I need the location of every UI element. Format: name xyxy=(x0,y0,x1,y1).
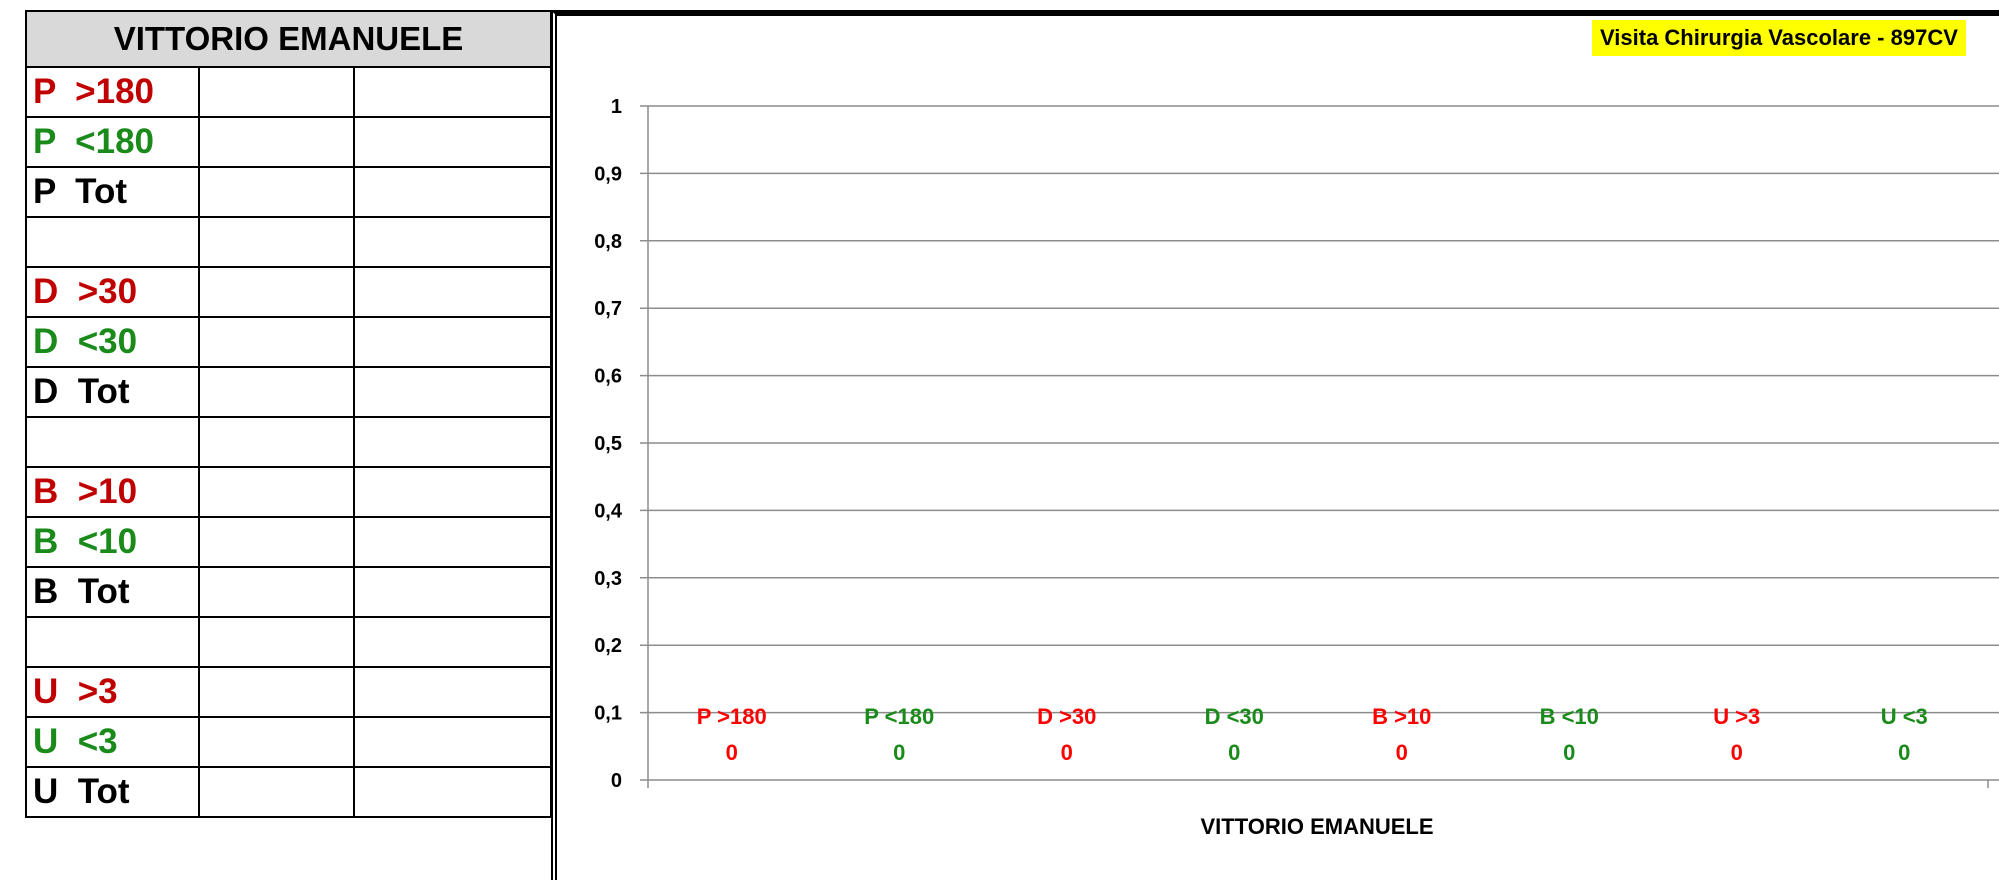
y-tick-label: 0 xyxy=(611,770,622,792)
chart-subtitle-badge: Visita Chirurgia Vascolare - 897CV xyxy=(1592,20,1966,56)
row-label: P >180 xyxy=(25,66,200,118)
table-row: U Tot xyxy=(25,766,553,818)
table-row: U >3 xyxy=(25,666,553,718)
chart-area xyxy=(551,10,1999,880)
table-row: D >30 xyxy=(25,266,553,318)
bar-category-label: U <3 xyxy=(1881,704,1928,729)
y-tick-label: 0,6 xyxy=(594,366,622,388)
table-row xyxy=(25,416,553,468)
row-label: B <10 xyxy=(25,516,200,568)
row-extra-cell xyxy=(352,466,553,518)
row-label xyxy=(25,416,200,468)
row-extra-cell xyxy=(352,266,553,318)
row-value-cell xyxy=(198,416,355,468)
row-label: B >10 xyxy=(25,466,200,518)
y-tick-label: 0,2 xyxy=(594,635,622,657)
y-tick-label: 0,3 xyxy=(594,568,622,590)
row-label xyxy=(25,216,200,268)
y-tick-label: 1 xyxy=(611,96,622,118)
table-row xyxy=(25,616,553,668)
table-row: P <180 xyxy=(25,116,553,168)
bar-value-label: 0 xyxy=(893,740,905,765)
table-row: U <3 xyxy=(25,716,553,768)
y-tick-label: 0,4 xyxy=(594,500,623,522)
row-value-cell xyxy=(198,116,355,168)
row-label: D Tot xyxy=(25,366,200,418)
bed-occupancy-table: VITTORIO EMANUELE P >180 P <180 P Tot D >30… xyxy=(24,10,553,818)
row-value-cell xyxy=(198,366,355,418)
y-tick-label: 0,9 xyxy=(594,163,622,185)
row-label xyxy=(25,616,200,668)
row-label: U >3 xyxy=(25,666,200,718)
table-title: VITTORIO EMANUELE xyxy=(24,10,553,68)
bar-value-label: 0 xyxy=(1563,740,1575,765)
table-row: B Tot xyxy=(25,566,553,618)
row-value-cell xyxy=(198,266,355,318)
bar-category-label: D >30 xyxy=(1037,704,1096,729)
row-extra-cell xyxy=(352,316,553,368)
table-row: P Tot xyxy=(25,166,553,218)
row-value-cell xyxy=(198,216,355,268)
row-value-cell xyxy=(198,566,355,618)
row-extra-cell xyxy=(352,66,553,118)
table-row: D Tot xyxy=(25,366,553,418)
bar-value-label: 0 xyxy=(1731,740,1743,765)
row-value-cell xyxy=(198,66,355,118)
bar-category-label: P <180 xyxy=(864,704,934,729)
row-label: B Tot xyxy=(25,566,200,618)
row-value-cell xyxy=(198,766,355,818)
row-extra-cell xyxy=(352,716,553,768)
row-value-cell xyxy=(198,516,355,568)
y-tick-label: 0,8 xyxy=(594,231,622,253)
x-axis-title: VITTORIO EMANUELE xyxy=(1200,814,1433,839)
row-extra-cell xyxy=(352,766,553,818)
bar-category-label: D <30 xyxy=(1205,704,1264,729)
bar-value-label: 0 xyxy=(726,740,738,765)
bar-category-label: U >3 xyxy=(1713,704,1760,729)
row-label: U Tot xyxy=(25,766,200,818)
row-extra-cell xyxy=(352,116,553,168)
row-label: P <180 xyxy=(25,116,200,168)
bar-value-label: 0 xyxy=(1061,740,1073,765)
row-value-cell xyxy=(198,616,355,668)
bar-category-label: P >180 xyxy=(697,704,767,729)
row-extra-cell xyxy=(352,366,553,418)
bar-category-label: B >10 xyxy=(1372,704,1431,729)
row-extra-cell xyxy=(352,516,553,568)
row-extra-cell xyxy=(352,616,553,668)
y-tick-label: 0,7 xyxy=(594,298,622,320)
bar-category-label: B <10 xyxy=(1540,704,1599,729)
table-header-row: VITTORIO EMANUELE xyxy=(24,10,553,68)
row-value-cell xyxy=(198,716,355,768)
table-row: D <30 xyxy=(25,316,553,368)
row-extra-cell xyxy=(352,666,553,718)
row-label: D >30 xyxy=(25,266,200,318)
row-value-cell xyxy=(198,666,355,718)
table-row xyxy=(25,216,553,268)
row-label: D <30 xyxy=(25,316,200,368)
row-extra-cell xyxy=(352,566,553,618)
bar-value-label: 0 xyxy=(1396,740,1408,765)
row-value-cell xyxy=(198,466,355,518)
row-extra-cell xyxy=(352,416,553,468)
row-extra-cell xyxy=(352,216,553,268)
y-tick-label: 0,5 xyxy=(594,433,622,455)
row-label: U <3 xyxy=(25,716,200,768)
y-tick-label: 0,1 xyxy=(594,703,622,725)
row-value-cell xyxy=(198,166,355,218)
table-row: B <10 xyxy=(25,516,553,568)
row-label: P Tot xyxy=(25,166,200,218)
bar-value-label: 0 xyxy=(1228,740,1240,765)
table-row: B >10 xyxy=(25,466,553,518)
row-extra-cell xyxy=(352,166,553,218)
bar-value-label: 0 xyxy=(1898,740,1910,765)
table-row: P >180 xyxy=(25,66,553,118)
row-value-cell xyxy=(198,316,355,368)
